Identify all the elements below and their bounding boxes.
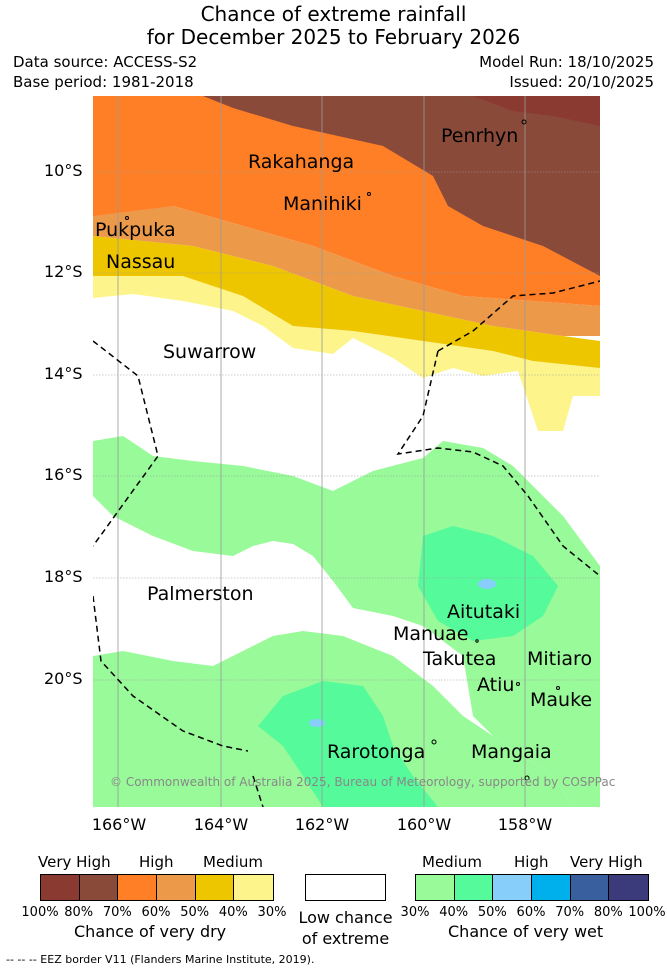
dry-tick-row: 100% 80% 70% 60% 50% 40% 30%: [0, 905, 300, 921]
legend-tick-label: 80%: [593, 905, 623, 920]
lat-tick: 14°S: [44, 364, 83, 383]
label-aitutaki: Aitutaki: [447, 601, 521, 623]
legend-swatch: [454, 875, 494, 900]
wet-colorbar: [415, 874, 649, 901]
map-frame[interactable]: Penrhyn Rakahanga Manihiki Pukpuka Nassa…: [92, 96, 615, 808]
lon-tick: 158°W: [497, 815, 553, 834]
legend-tick-label: 40%: [439, 905, 469, 920]
low-chance-label-1: Low chance: [298, 908, 393, 927]
dry-50-60-zone: [93, 206, 600, 336]
dry-header-very-high: Very High: [38, 853, 111, 871]
legend-swatch: [570, 875, 610, 900]
legend-swatch: [195, 875, 235, 900]
label-manuae: Manuae: [393, 623, 469, 645]
lon-tick: 166°W: [91, 815, 147, 834]
chart-title-line2: for December 2025 to February 2026: [146, 25, 521, 49]
wet-header-high: High: [514, 853, 549, 871]
label-mauke: Mauke: [530, 689, 593, 711]
wet-header-very-high: Very High: [570, 853, 643, 871]
issued-date: Issued: 20/10/2025: [509, 73, 654, 91]
dry-80-100-zone: [473, 96, 600, 126]
low-chance-swatch: [305, 874, 386, 901]
label-manihiki: Manihiki: [283, 193, 362, 215]
legend-swatch: [609, 875, 648, 900]
label-mangaia: Mangaia: [471, 741, 552, 763]
dry-header-high: High: [139, 853, 174, 871]
base-period: Base period: 1981-2018: [13, 73, 194, 91]
eez-border: [92, 280, 601, 808]
label-atiu: Atiu: [477, 674, 515, 696]
dry-30-40-zone: [93, 254, 600, 431]
dry-header-medium: Medium: [203, 853, 263, 871]
legend-tick-label: 30%: [257, 905, 287, 920]
wet-50-60-spot-south: [309, 719, 325, 727]
lon-tick: 162°W: [294, 815, 350, 834]
legend-swatch: [532, 875, 571, 900]
legend-tick-label: 60%: [516, 905, 546, 920]
label-pukapuka: Pukpuka: [95, 219, 176, 241]
legend-swatch: [157, 875, 196, 900]
dry-70-80-zone: [203, 96, 600, 276]
low-chance-label-2: of extreme: [301, 929, 390, 948]
label-nassau: Nassau: [106, 251, 176, 273]
legend-swatch: [79, 875, 119, 900]
lon-tick: 164°W: [193, 815, 249, 834]
label-rakahanga: Rakahanga: [248, 151, 355, 173]
legend-tick-label: 100%: [21, 905, 59, 920]
model-run: Model Run: 18/10/2025: [479, 53, 654, 71]
legend-swatch: [493, 875, 532, 900]
legend-tick-label: 40%: [218, 905, 248, 920]
wet-50-60-spot-north: [478, 579, 496, 589]
dry-legend-label: Chance of very dry: [74, 922, 227, 941]
lat-tick: 20°S: [44, 669, 83, 688]
island-markers: [125, 119, 560, 781]
lat-tick: 18°S: [44, 567, 83, 586]
lon-tick: 160°W: [396, 815, 452, 834]
wet-legend-label: Chance of very wet: [448, 922, 604, 941]
legend-tick-label: 70%: [555, 905, 585, 920]
dry-colorbar: [40, 874, 274, 901]
legend-tick-label: 70%: [102, 905, 132, 920]
label-mitiaro: Mitiaro: [527, 648, 593, 670]
map-canvas: [92, 96, 601, 808]
wet-header-medium: Medium: [422, 853, 482, 871]
legend-tick-label: 50%: [180, 905, 210, 920]
label-suwarrow: Suwarrow: [163, 341, 257, 363]
dry-40-50-zone: [93, 236, 600, 368]
legend-tick-label: 60%: [141, 905, 171, 920]
wet-30-40-zone-north: [93, 436, 600, 807]
legend-tick-label: 100%: [628, 905, 666, 920]
wet-40-50-zone-south: [258, 681, 438, 807]
label-penrhyn: Penrhyn: [441, 125, 519, 147]
eez-footnote: -- -- -- EEZ border V11 (Flanders Marine…: [6, 953, 315, 966]
chart-title-line1: Chance of extreme rainfall: [200, 2, 467, 26]
legend-swatch: [416, 875, 455, 900]
legend-swatch: [41, 875, 80, 900]
legend-tick-label: 30%: [400, 905, 430, 920]
wet-tick-row: 30% 40% 50% 60% 70% 80% 100%: [380, 905, 667, 921]
lat-tick: 10°S: [44, 161, 83, 180]
lat-tick: 12°S: [44, 262, 83, 281]
label-rarotonga: Rarotonga: [327, 741, 426, 763]
graticule: [117, 96, 526, 807]
legend-tick-label: 50%: [477, 905, 507, 920]
label-palmerston: Palmerston: [147, 583, 254, 605]
label-takutea: Takutea: [423, 648, 497, 670]
data-source: Data source: ACCESS-S2: [13, 53, 198, 71]
legend-tick-label: 80%: [64, 905, 94, 920]
legend-swatch: [234, 875, 273, 900]
lat-tick: 16°S: [44, 465, 83, 484]
copyright-notice: © Commonwealth of Australia 2025, Bureau…: [110, 775, 616, 789]
legend-swatch: [118, 875, 157, 900]
